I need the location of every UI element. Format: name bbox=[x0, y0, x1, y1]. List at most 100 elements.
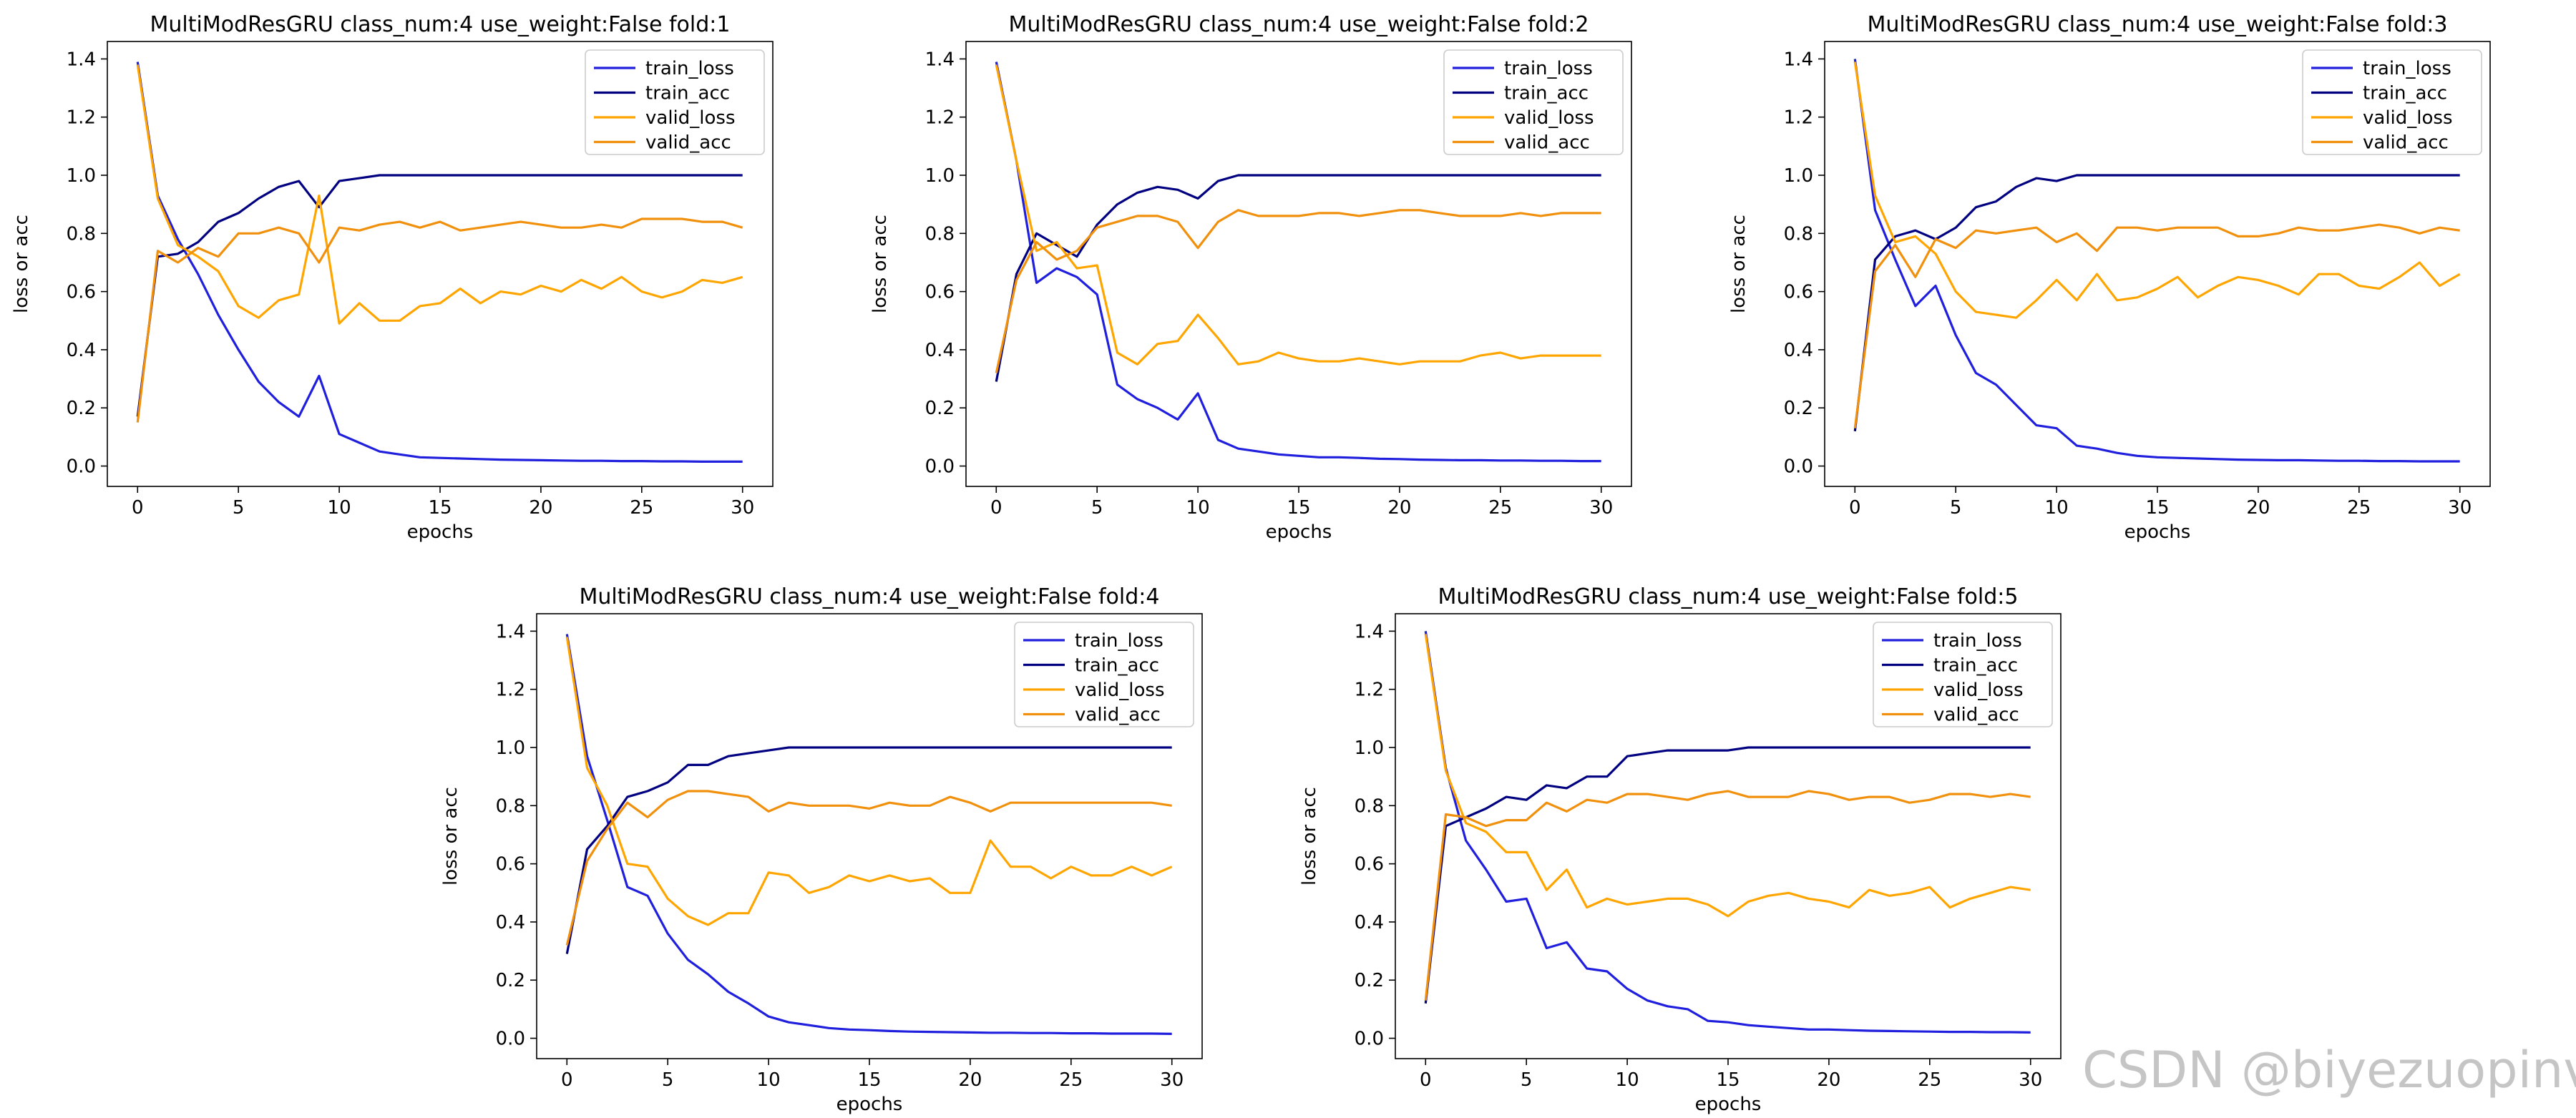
x-tick-label: 0 bbox=[1849, 497, 1861, 519]
y-tick-label: 1.0 bbox=[1784, 165, 1813, 187]
chart-panel-1: MultiModResGRU class_num:4 use_weight:Fa… bbox=[11, 12, 774, 543]
y-tick-label: 0.2 bbox=[1355, 970, 1384, 991]
x-tick-label: 5 bbox=[233, 497, 245, 519]
series-line-valid-acc bbox=[565, 790, 1172, 946]
legend-label-valid-acc: valid_acc bbox=[1933, 705, 2019, 726]
x-tick-label: 20 bbox=[1817, 1069, 1840, 1091]
x-tick-label: 5 bbox=[1521, 1069, 1533, 1091]
series-line-valid-loss bbox=[1853, 62, 2461, 319]
legend-label-valid-acc: valid_acc bbox=[1504, 132, 1590, 154]
series-line-valid-acc bbox=[995, 209, 1601, 373]
y-tick-label: 0.8 bbox=[1784, 223, 1813, 245]
plot-area bbox=[995, 62, 1601, 463]
series-line-train-acc bbox=[136, 174, 743, 417]
y-tick-label: 0.8 bbox=[67, 223, 96, 245]
x-tick-label: 15 bbox=[1287, 497, 1310, 519]
legend: train_loss train_acc valid_loss valid_acc bbox=[1014, 622, 1194, 727]
y-tick-label: 0.6 bbox=[1355, 854, 1384, 876]
legend-label-train-loss: train_loss bbox=[1933, 630, 2022, 652]
legend: train_loss train_acc valid_loss valid_acc bbox=[2302, 49, 2482, 155]
x-tick-label: 0 bbox=[132, 497, 144, 519]
y-axis-label: loss or acc bbox=[11, 215, 32, 313]
x-tick-label: 25 bbox=[2347, 497, 2371, 519]
legend-label-train-loss: train_loss bbox=[1075, 630, 1163, 652]
y-tick-label: 1.2 bbox=[1784, 107, 1813, 129]
chart-title: MultiModResGRU class_num:4 use_weight:Fa… bbox=[1868, 12, 2448, 37]
x-tick-label: 25 bbox=[1918, 1069, 1941, 1091]
y-tick-label: 1.4 bbox=[1784, 49, 1813, 70]
x-tick-label: 15 bbox=[2145, 497, 2169, 519]
y-tick-label: 1.2 bbox=[496, 680, 525, 701]
x-tick-label: 30 bbox=[731, 497, 754, 519]
x-tick-label: 10 bbox=[328, 497, 351, 519]
x-axis-label: epochs bbox=[1695, 1094, 1762, 1115]
legend-box bbox=[1014, 622, 1194, 727]
y-tick-label: 0.4 bbox=[1784, 340, 1813, 361]
y-tick-label: 0.0 bbox=[1355, 1029, 1384, 1050]
x-tick-label: 20 bbox=[958, 1069, 982, 1091]
series-line-valid-loss bbox=[565, 637, 1173, 926]
x-tick-label: 30 bbox=[2448, 497, 2472, 519]
chart-title: MultiModResGRU class_num:4 use_weight:Fa… bbox=[1009, 12, 1589, 37]
legend-box bbox=[1443, 49, 1624, 155]
y-tick-label: 0.8 bbox=[496, 795, 525, 817]
x-tick-label: 20 bbox=[2246, 497, 2270, 519]
x-axis-label: epochs bbox=[407, 521, 474, 543]
x-tick-label: 15 bbox=[1716, 1069, 1740, 1091]
plot-area bbox=[565, 634, 1173, 1035]
chart-panel-2: MultiModResGRU class_num:4 use_weight:Fa… bbox=[869, 12, 1632, 543]
series-line-train-acc bbox=[1424, 746, 2031, 1004]
x-tick-label: 20 bbox=[529, 497, 552, 519]
legend-label-train-loss: train_loss bbox=[1504, 58, 1593, 79]
chart-title: MultiModResGRU class_num:4 use_weight:Fa… bbox=[150, 12, 731, 37]
y-tick-label: 0.0 bbox=[67, 456, 96, 478]
x-tick-label: 0 bbox=[990, 497, 1002, 519]
y-tick-label: 0.0 bbox=[496, 1029, 525, 1050]
series-line-train-loss bbox=[1853, 59, 2460, 463]
series-line-valid-loss bbox=[1424, 634, 2031, 918]
series-line-valid-acc bbox=[1853, 223, 2460, 428]
legend-box bbox=[1873, 622, 2053, 727]
y-tick-label: 0.6 bbox=[925, 282, 955, 303]
chart-title: MultiModResGRU class_num:4 use_weight:Fa… bbox=[580, 584, 1160, 609]
y-tick-label: 0.0 bbox=[925, 456, 955, 478]
legend-label-valid-loss: valid_loss bbox=[1933, 680, 2024, 701]
legend-label-valid-acc: valid_acc bbox=[645, 132, 731, 154]
legend-label-train-loss: train_loss bbox=[2363, 58, 2451, 79]
legend: train_loss train_acc valid_loss valid_acc bbox=[1443, 49, 1624, 155]
x-tick-label: 25 bbox=[630, 497, 653, 519]
y-axis-label: loss or acc bbox=[1728, 215, 1750, 313]
chart-panel-3: MultiModResGRU class_num:4 use_weight:Fa… bbox=[1728, 12, 2491, 543]
series-line-train-loss bbox=[995, 62, 1601, 463]
legend-label-valid-loss: valid_loss bbox=[1504, 107, 1594, 129]
x-tick-label: 0 bbox=[561, 1069, 573, 1091]
y-tick-label: 0.6 bbox=[496, 854, 525, 876]
series-line-valid-acc bbox=[136, 217, 743, 423]
y-tick-label: 0.8 bbox=[925, 223, 955, 245]
chart-title: MultiModResGRU class_num:4 use_weight:Fa… bbox=[1438, 584, 2019, 609]
y-tick-label: 0.4 bbox=[496, 912, 525, 933]
x-tick-label: 30 bbox=[2019, 1069, 2042, 1091]
x-axis-label: epochs bbox=[2124, 521, 2191, 543]
legend-label-train-acc: train_acc bbox=[1075, 655, 1159, 677]
series-line-train-loss bbox=[136, 62, 743, 464]
x-tick-label: 5 bbox=[1091, 497, 1103, 519]
series-line-train-acc bbox=[1853, 174, 2460, 431]
legend-label-train-acc: train_acc bbox=[2363, 83, 2447, 104]
x-tick-label: 30 bbox=[1589, 497, 1613, 519]
y-tick-label: 0.2 bbox=[1784, 398, 1813, 419]
y-tick-label: 1.2 bbox=[1355, 680, 1384, 701]
y-tick-label: 0.4 bbox=[67, 340, 96, 361]
series-line-valid-loss bbox=[136, 64, 743, 325]
series-line-train-loss bbox=[565, 634, 1172, 1035]
x-tick-label: 10 bbox=[757, 1069, 781, 1091]
series-line-train-acc bbox=[565, 746, 1172, 954]
legend-label-train-loss: train_loss bbox=[645, 58, 734, 79]
y-tick-label: 0.6 bbox=[1784, 282, 1813, 303]
legend-label-valid-acc: valid_acc bbox=[2363, 132, 2449, 154]
plot-area bbox=[1853, 59, 2461, 463]
legend: train_loss train_acc valid_loss valid_acc bbox=[1873, 622, 2053, 727]
x-tick-label: 20 bbox=[1387, 497, 1411, 519]
legend-label-valid-loss: valid_loss bbox=[645, 107, 736, 129]
